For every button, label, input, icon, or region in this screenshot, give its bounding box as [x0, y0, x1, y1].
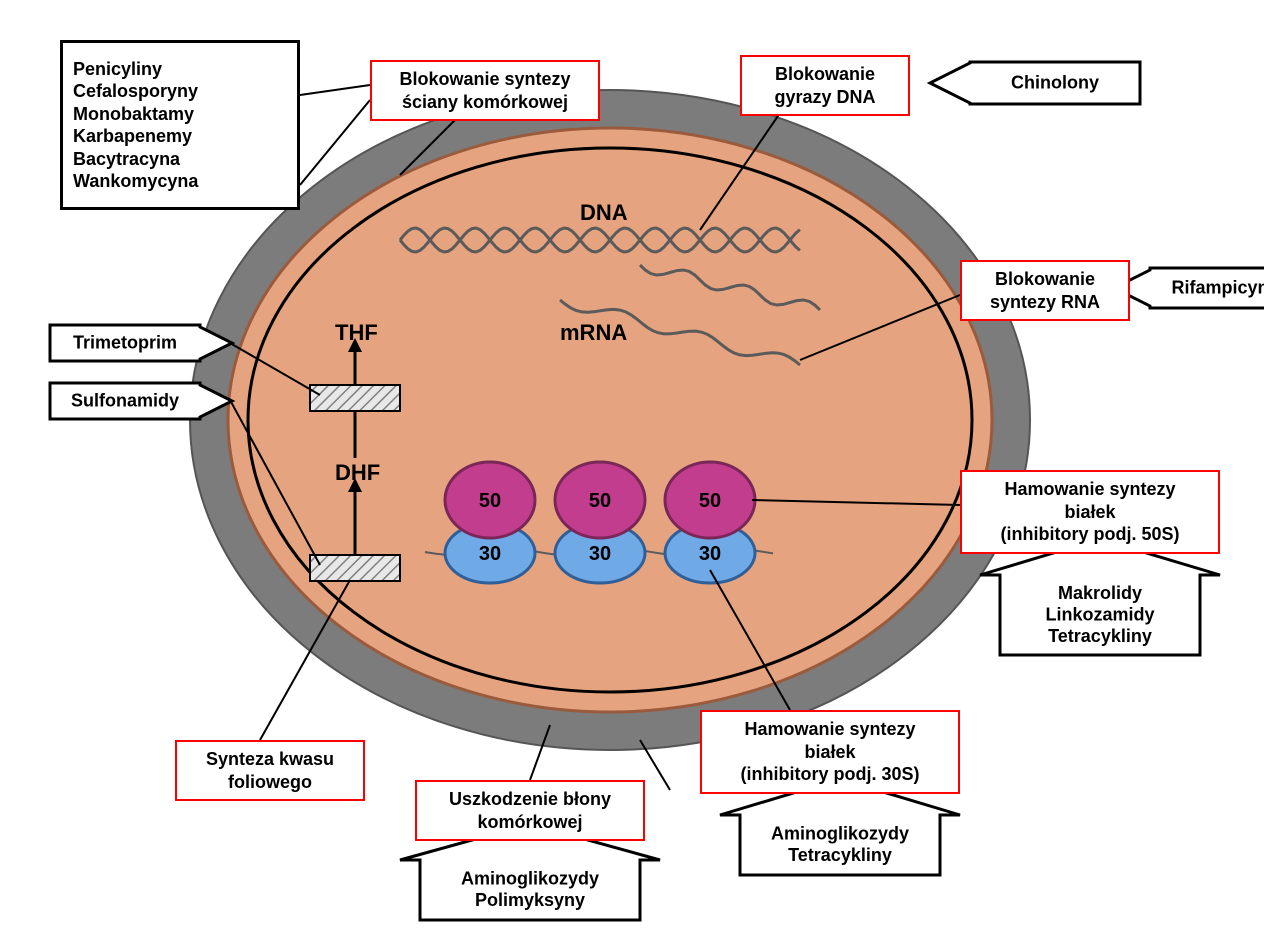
ribosome-50-label-2: 50 [699, 490, 721, 512]
inner-membrane [248, 148, 972, 692]
rna_target-line-1: syntezy RNA [990, 291, 1100, 314]
ribosome-30s-0 [445, 523, 535, 583]
arrow-trimetoprim: Trimetoprim [50, 325, 232, 361]
membrane_target: Uszkodzenie błonykomórkowej [415, 780, 645, 841]
ribosome-30s-2 [665, 523, 755, 583]
folate_target-line-0: Synteza kwasu [206, 748, 334, 771]
dna-label: DNA [580, 200, 628, 226]
cell_wall_drugs-line-3: Karbapenemy [73, 125, 192, 148]
cell_wall_drugs: PenicylinyCefalosporynyMonobaktamyKarbap… [60, 40, 300, 210]
diagram-root: 50 30 50 30 50 30 Trimetoprim Sulfonamidy Chinol… [0, 0, 1264, 939]
gyrase_target-line-0: Blokowanie [775, 63, 875, 86]
folate_target-line-1: foliowego [228, 771, 312, 794]
cell-wall [190, 90, 1030, 750]
connector-protein50_target [752, 500, 960, 505]
connector-trimetoprim [230, 343, 320, 395]
arrow-sulfonamidy-line-0: Sulfonamidy [71, 390, 179, 410]
cell_wall_drugs-line-0: Penicyliny [73, 58, 162, 81]
rna_target-line-0: Blokowanie [995, 268, 1095, 291]
arrow-makrolidy-line-0: Makrolidy [1058, 583, 1142, 603]
protein30_target-line-0: Hamowanie syntezy [744, 718, 915, 741]
arrow-makrolidy: MakrolidyLinkozamidyTetracykliny [980, 539, 1220, 655]
rna_target: Blokowaniesyntezy RNA [960, 260, 1130, 321]
gyrase_target: Blokowaniegyrazy DNA [740, 55, 910, 116]
cell_wall_drugs-line-1: Cefalosporyny [73, 80, 198, 103]
protein30_target: Hamowanie syntezybiałek(inhibitory podj.… [700, 710, 960, 794]
mrna-strand-0 [640, 265, 820, 310]
ribosome-50s-0 [445, 462, 535, 538]
folate_target: Synteza kwasufoliowego [175, 740, 365, 801]
arrow-chinolony: Chinolony [930, 62, 1140, 104]
ribosome-30-label-1: 30 [589, 543, 611, 565]
protein30_target-line-2: (inhibitory podj. 30S) [741, 763, 920, 786]
arrow-aminoglikozydy30-line-0: Aminoglikozydy [771, 824, 909, 844]
arrow-trimetoprim-line-0: Trimetoprim [73, 332, 177, 352]
ribosome-50-label-0: 50 [479, 490, 501, 512]
arrow-polimyksyny-line-1: Polimyksyny [475, 890, 585, 910]
dna-strand-b [400, 228, 800, 252]
gyrase_target-line-1: gyrazy DNA [774, 86, 875, 109]
connector-cell_wall_target [400, 120, 455, 175]
ribosome-30-label-2: 30 [699, 543, 721, 565]
protein50_target-line-0: Hamowanie syntezy [1004, 478, 1175, 501]
enzyme-block-0 [310, 385, 400, 411]
cell_wall_target-line-1: ściany komórkowej [402, 91, 568, 114]
arrow-polimyksyny-line-0: Aminoglikozydy [461, 869, 599, 889]
arrow-aminoglikozydy30-line-1: Tetracykliny [788, 845, 892, 865]
ribosome-50s-2 [665, 462, 755, 538]
ribosome-30s-1 [555, 523, 645, 583]
connector-gyrase_target [700, 113, 780, 230]
cell_wall_drugs-line-2: Monobaktamy [73, 103, 194, 126]
cell_wall_drugs-line-5: Wankomycyna [73, 170, 198, 193]
protein50_target-line-1: białek [1064, 501, 1115, 524]
arrow-makrolidy-line-2: Tetracykliny [1048, 626, 1152, 646]
membrane_target-line-1: komórkowej [477, 811, 582, 834]
protein50_target-line-2: (inhibitory podj. 50S) [1001, 523, 1180, 546]
arrow-chinolony-line-0: Chinolony [1011, 72, 1099, 92]
connector-cell_wall_drugs [300, 100, 370, 185]
ribosome-30-label-0: 30 [479, 543, 501, 565]
mrna-label: mRNA [560, 320, 627, 346]
arrow-makrolidy-line-1: Linkozamidy [1045, 604, 1154, 624]
enzyme-block-1 [310, 555, 400, 581]
connector-sulfonamidy [230, 400, 320, 565]
connector-protein30_target [710, 570, 790, 710]
membrane_target-line-0: Uszkodzenie błony [449, 788, 611, 811]
dhf-label: DHF [335, 460, 380, 486]
cell_wall_drugs-line-4: Bacytracyna [73, 148, 180, 171]
protein50_target: Hamowanie syntezybiałek(inhibitory podj.… [960, 470, 1220, 554]
arrow-rifampicyna-line-0: Rifampicyna [1171, 277, 1264, 297]
arrow-sulfonamidy: Sulfonamidy [50, 383, 232, 419]
connector-rna_target [800, 295, 960, 360]
connector-membrane_target [530, 725, 550, 780]
connector-folate_target [260, 580, 350, 740]
arrow-rifampicyna: Rifampicyna [1114, 268, 1264, 308]
ribosome-thread [425, 549, 773, 555]
ribosome-50s-1 [555, 462, 645, 538]
cell_wall_target: Blokowanie syntezyściany komórkowej [370, 60, 600, 121]
connector-cell_wall_drugs [300, 85, 370, 95]
protein30_target-line-1: białek [804, 741, 855, 764]
thf-label: THF [335, 320, 378, 346]
ribosome-50-label-1: 50 [589, 490, 611, 512]
dna-strand-a [400, 228, 800, 252]
cell_wall_target-line-0: Blokowanie syntezy [399, 68, 570, 91]
